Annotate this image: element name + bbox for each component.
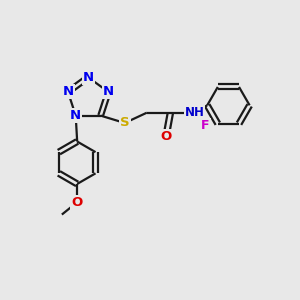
Text: F: F <box>201 118 210 132</box>
Text: O: O <box>160 130 172 143</box>
Text: NH: NH <box>184 106 205 119</box>
Text: S: S <box>120 116 130 130</box>
Text: N: N <box>82 71 94 84</box>
Text: N: N <box>62 85 74 98</box>
Text: N: N <box>70 109 81 122</box>
Text: N: N <box>103 85 114 98</box>
Text: O: O <box>72 196 83 209</box>
